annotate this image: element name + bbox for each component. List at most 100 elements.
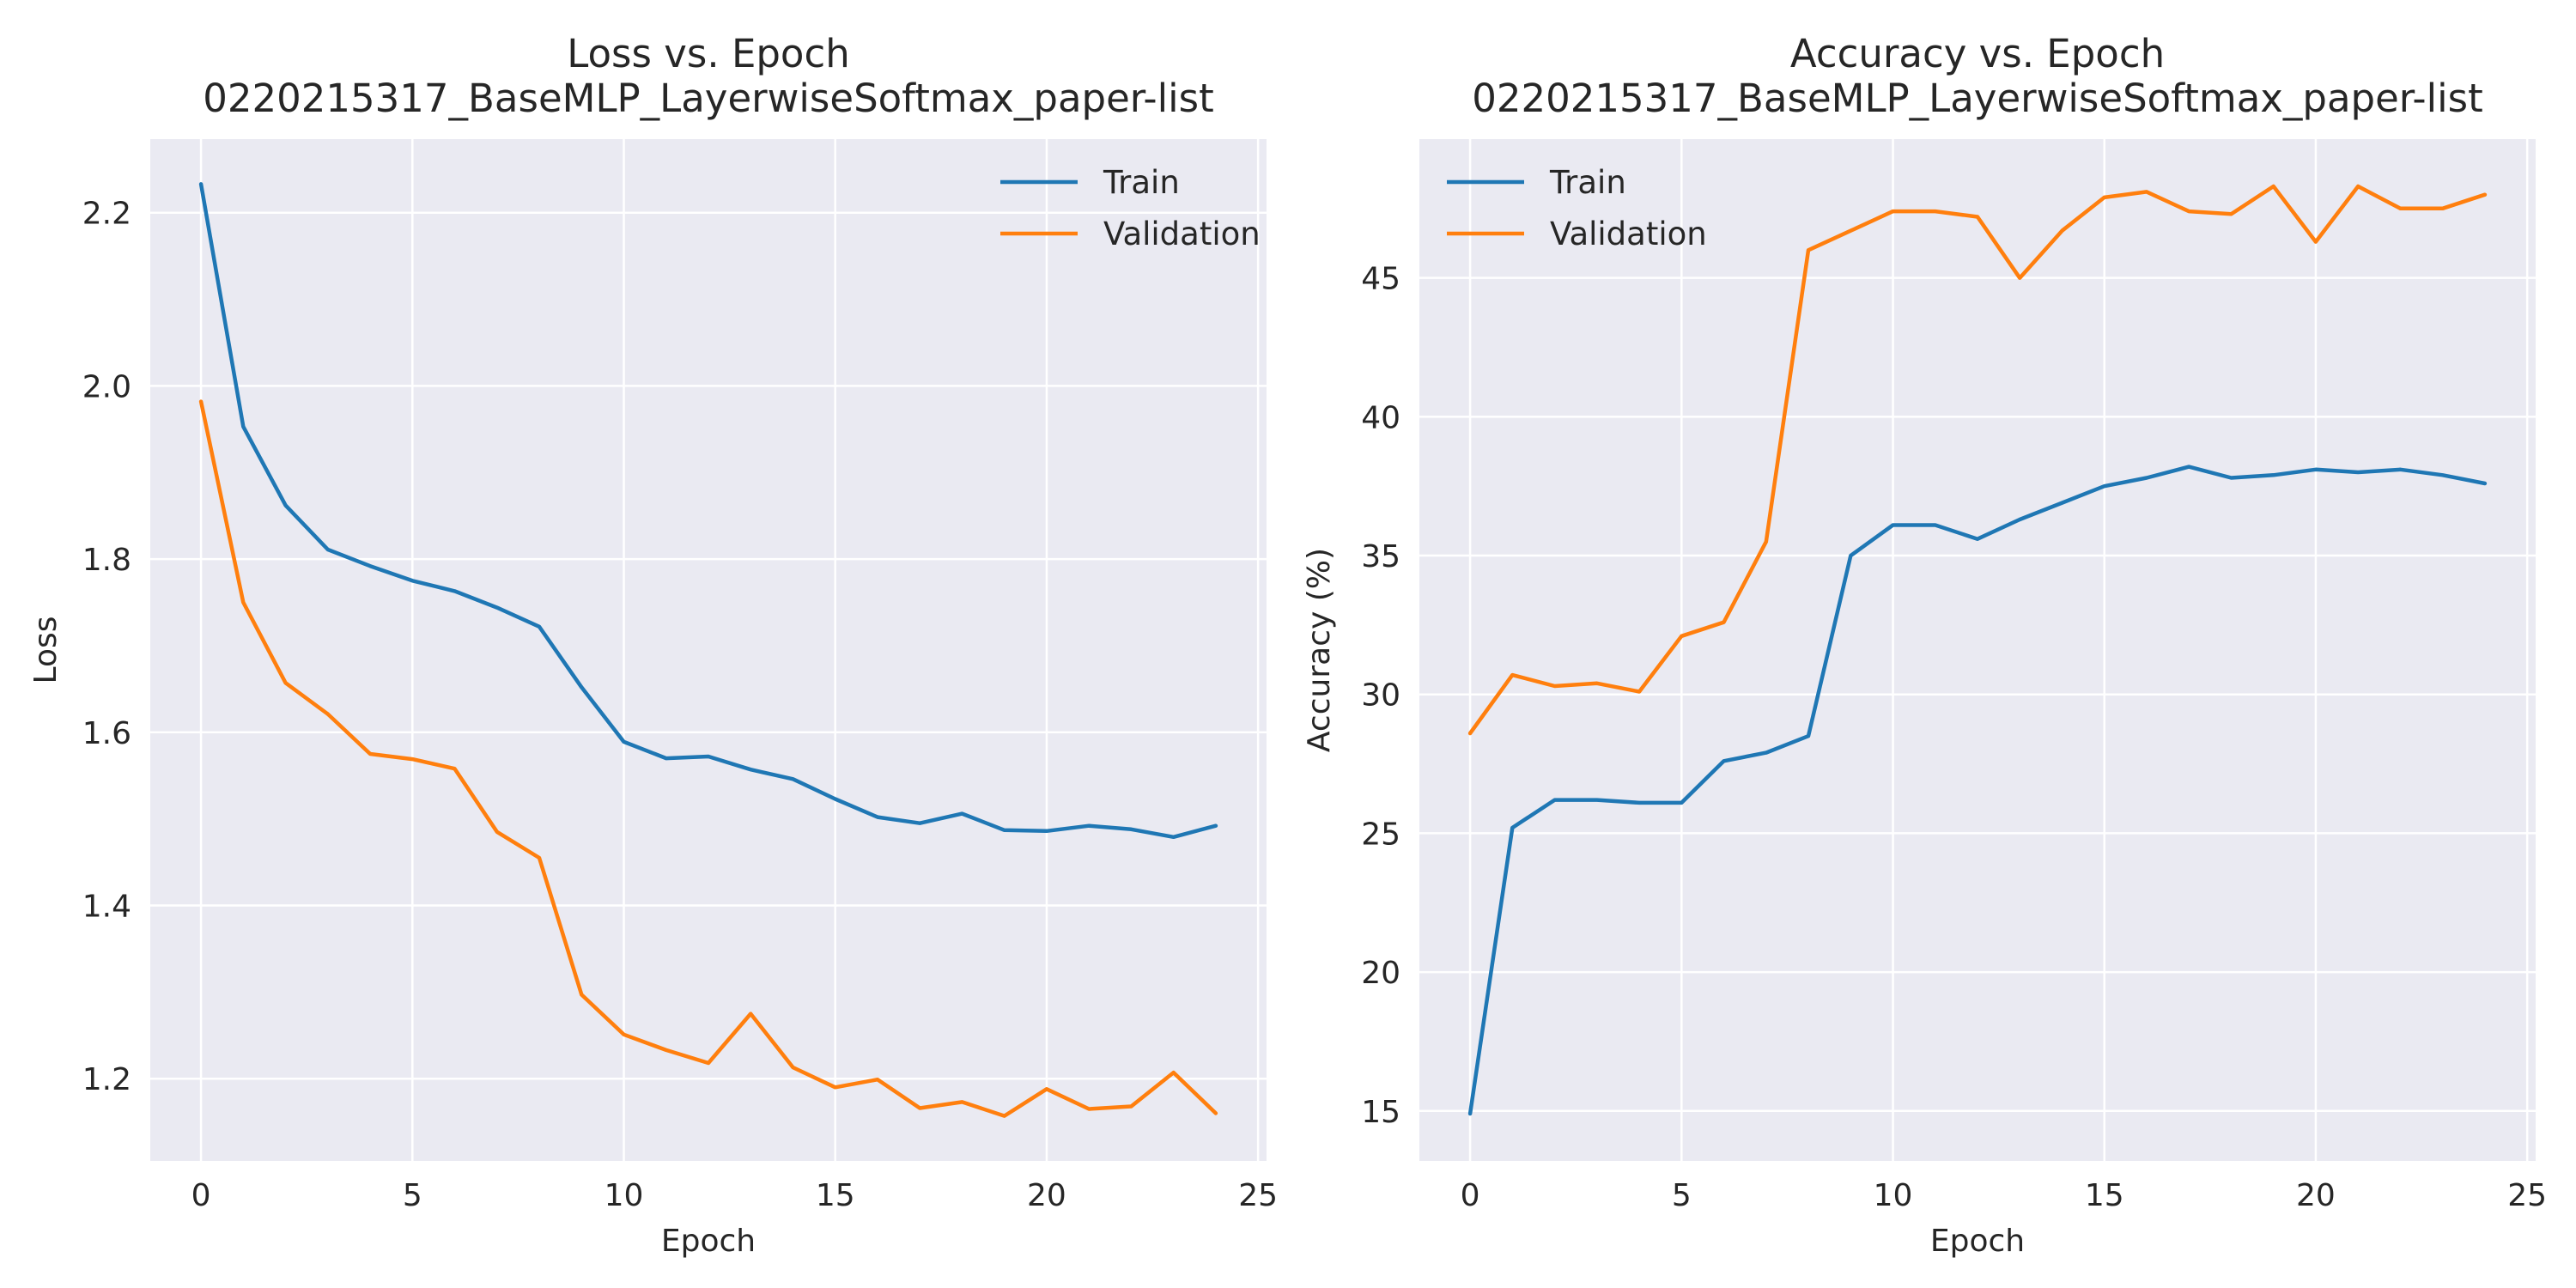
accuracy-xtick-label: 5 xyxy=(1672,1178,1692,1213)
loss-ytick-label: 2.2 xyxy=(82,197,131,232)
accuracy-train-point xyxy=(1764,750,1769,756)
accuracy-ytick-label: 25 xyxy=(1361,817,1400,852)
loss-xtick-label: 15 xyxy=(816,1178,855,1213)
loss-train-point xyxy=(1086,823,1091,829)
loss-train-point xyxy=(198,181,204,186)
loss-train-point xyxy=(1044,829,1049,834)
loss-train-line xyxy=(198,182,1218,840)
accuracy-validation-point xyxy=(2271,184,2276,189)
accuracy-train-point xyxy=(2313,467,2318,472)
accuracy-validation-point xyxy=(2186,209,2191,214)
loss-validation-point xyxy=(579,992,584,997)
loss-validation-point xyxy=(240,600,246,605)
accuracy-xtick-label: 10 xyxy=(1874,1178,1913,1213)
loss-train-point xyxy=(833,796,838,801)
accuracy-train-point xyxy=(1679,800,1684,805)
accuracy-ytick-label: 20 xyxy=(1361,956,1400,991)
accuracy-ytick-label: 35 xyxy=(1361,539,1400,574)
accuracy-plot-area xyxy=(1419,139,2536,1161)
loss-validation-point xyxy=(622,1032,627,1037)
accuracy-validation-point xyxy=(1975,215,1980,220)
loss-train-point xyxy=(537,624,542,629)
loss-train-point xyxy=(622,739,627,744)
accuracy-validation-point xyxy=(2102,195,2107,200)
accuracy-validation-point xyxy=(1806,247,1811,252)
accuracy-train-point xyxy=(2440,472,2445,477)
accuracy-validation-point xyxy=(1510,672,1515,677)
accuracy-title-line-2: 0220215317_BaseMLP_LayerwiseSoftmax_pape… xyxy=(1472,76,2483,121)
accuracy-validation-point xyxy=(1933,209,1938,214)
loss-train-point xyxy=(706,754,711,759)
accuracy-validation-point xyxy=(2440,206,2445,211)
loss-validation-point xyxy=(875,1077,880,1082)
accuracy-train-point xyxy=(2059,501,2064,506)
accuracy-xlabel: Epoch xyxy=(1930,1224,2025,1259)
accuracy-legend-label-validation: Validation xyxy=(1550,216,1707,252)
loss-train-point xyxy=(325,547,331,552)
loss-train-point xyxy=(410,578,415,583)
accuracy-ytick-label: 30 xyxy=(1361,678,1400,714)
loss-train-point xyxy=(1171,835,1176,840)
loss-validation-point xyxy=(283,680,289,685)
accuracy-validation-point xyxy=(2397,206,2403,211)
loss-ytick-label: 1.6 xyxy=(82,716,131,751)
loss-train-point xyxy=(959,811,964,817)
accuracy-validation-point xyxy=(1595,681,1600,686)
loss-validation-point xyxy=(1171,1070,1176,1075)
accuracy-xtick-label: 15 xyxy=(2085,1178,2124,1213)
accuracy-xtick-label: 25 xyxy=(2507,1178,2547,1213)
loss-train-point xyxy=(240,424,246,429)
accuracy-xtick-label: 20 xyxy=(2296,1178,2336,1213)
loss-train-point xyxy=(875,815,880,820)
accuracy-validation-point xyxy=(2144,189,2149,194)
loss-validation-point xyxy=(368,751,373,756)
loss-validation-point xyxy=(1086,1106,1091,1111)
loss-legend-label-validation: Validation xyxy=(1103,216,1261,252)
loss-validation-point xyxy=(537,855,542,860)
accuracy-validation-point xyxy=(2313,240,2318,245)
accuracy-train-line xyxy=(1467,465,2488,1116)
accuracy-train-point xyxy=(1510,825,1515,830)
loss-xtick-label: 20 xyxy=(1027,1178,1066,1213)
loss-ytick-label: 1.4 xyxy=(82,890,131,925)
accuracy-train-point xyxy=(2482,481,2488,486)
accuracy-train-point xyxy=(1595,798,1600,803)
accuracy-validation-point xyxy=(1637,690,1642,695)
accuracy-xtick-label: 0 xyxy=(1461,1178,1480,1213)
loss-validation-point xyxy=(1213,1111,1218,1116)
loss-train-point xyxy=(368,563,373,568)
accuracy-train-point xyxy=(1975,537,1980,542)
loss-plot-area xyxy=(150,139,1267,1161)
loss-validation-point xyxy=(410,756,415,762)
accuracy-train-point xyxy=(1637,800,1642,805)
loss-validation-point xyxy=(748,1012,753,1017)
accuracy-train-point xyxy=(1467,1111,1473,1116)
accuracy-validation-point xyxy=(1764,539,1769,544)
loss-validation-point xyxy=(198,399,204,404)
loss-validation-point xyxy=(833,1084,838,1090)
accuracy-validation-point xyxy=(1891,209,1896,214)
accuracy-train-point xyxy=(1848,553,1853,558)
loss-train-point xyxy=(1128,827,1133,832)
loss-train-point xyxy=(495,605,500,611)
loss-validation-point xyxy=(1128,1103,1133,1109)
loss-ytick-label: 1.2 xyxy=(82,1062,131,1097)
loss-train-point xyxy=(790,776,795,781)
loss-validation-point xyxy=(706,1060,711,1066)
accuracy-title-line-1: Accuracy vs. Epoch xyxy=(1790,31,2165,76)
loss-legend-label-train: Train xyxy=(1103,164,1180,201)
accuracy-chart: 0 5 10 15 20 25 15 20 25 30 35 40 45 Epoch Accuracy (%… xyxy=(1302,31,2547,1259)
accuracy-train-point xyxy=(2271,472,2276,477)
loss-validation-point xyxy=(917,1105,922,1110)
loss-train-point xyxy=(664,756,669,761)
loss-ylabel: Loss xyxy=(28,617,64,684)
accuracy-validation-point xyxy=(2017,276,2022,281)
loss-title-line-1: Loss vs. Epoch xyxy=(567,31,849,76)
loss-validation-point xyxy=(1044,1086,1049,1091)
accuracy-validation-point xyxy=(2355,184,2360,189)
loss-train-point xyxy=(1213,823,1218,829)
loss-ytick-label: 2.0 xyxy=(82,369,131,404)
loss-ytick-label: 1.8 xyxy=(82,543,131,578)
loss-validation-line xyxy=(198,399,1218,1118)
